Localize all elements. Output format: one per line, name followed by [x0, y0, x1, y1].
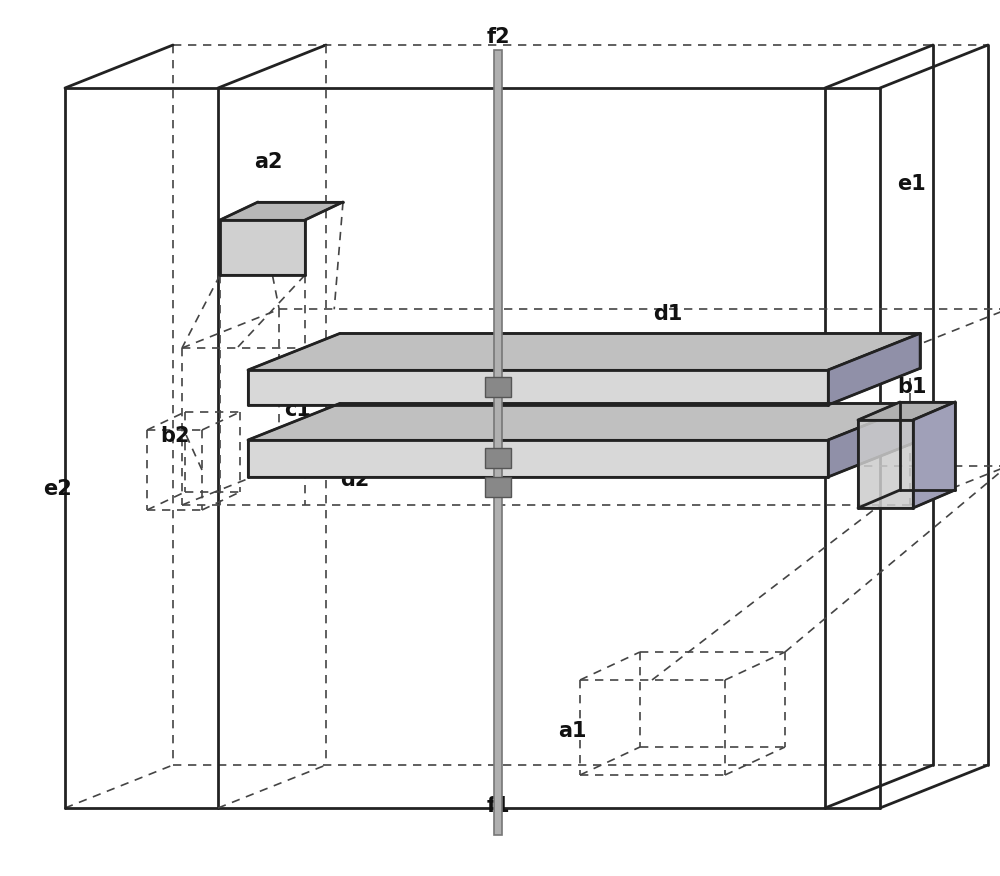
Polygon shape: [248, 334, 920, 370]
Text: b2: b2: [160, 427, 190, 446]
Text: d1: d1: [653, 304, 683, 323]
Text: e2: e2: [43, 479, 71, 498]
Polygon shape: [485, 448, 511, 468]
Polygon shape: [485, 377, 511, 397]
Polygon shape: [248, 440, 828, 477]
Polygon shape: [248, 370, 828, 405]
Text: e1: e1: [898, 174, 926, 194]
Text: c1: c1: [285, 400, 311, 420]
Text: f1: f1: [486, 796, 510, 816]
Polygon shape: [858, 402, 955, 420]
Polygon shape: [828, 334, 920, 405]
Polygon shape: [220, 202, 343, 220]
Polygon shape: [913, 402, 955, 508]
Polygon shape: [828, 404, 920, 477]
Polygon shape: [220, 220, 305, 275]
Polygon shape: [858, 420, 913, 508]
Text: f2: f2: [486, 27, 510, 46]
Text: b1: b1: [897, 378, 927, 397]
Text: a2: a2: [254, 152, 282, 172]
Polygon shape: [485, 477, 511, 497]
Polygon shape: [248, 404, 920, 440]
Polygon shape: [494, 50, 502, 835]
Text: d2: d2: [340, 470, 370, 490]
Text: a1: a1: [558, 722, 586, 741]
Text: c2: c2: [655, 389, 681, 408]
